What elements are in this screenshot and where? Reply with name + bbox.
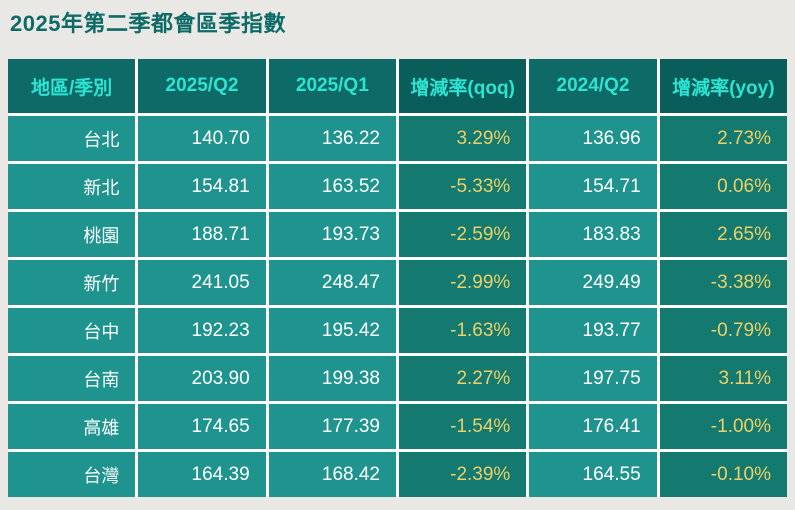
cell-qoq: -1.63% [399,308,527,353]
col-header-2025-q2: 2025/Q2 [138,59,266,113]
cell-2024-q2: 249.49 [529,260,657,305]
cell-yoy: -3.38% [659,260,787,305]
cell-region: 高雄 [8,404,136,449]
cell-region: 台北 [8,116,136,161]
cell-yoy: -1.00% [659,404,787,449]
col-header-yoy: 增減率(yoy) [659,59,787,113]
cell-yoy: 0.06% [659,164,787,209]
cell-region: 台中 [8,308,136,353]
col-header-qoq: 增減率(qoq) [399,59,527,113]
cell-yoy: 3.11% [659,356,787,401]
cell-2025-q2: 164.39 [138,452,266,497]
col-header-region: 地區/季別 [8,59,136,113]
cell-2024-q2: 193.77 [529,308,657,353]
cell-yoy: 2.73% [659,116,787,161]
cell-region: 台灣 [8,452,136,497]
cell-2025-q2: 192.23 [138,308,266,353]
cell-2025-q1: 163.52 [268,164,396,209]
cell-2025-q2: 188.71 [138,212,266,257]
cell-2025-q2: 140.70 [138,116,266,161]
cell-region: 台南 [8,356,136,401]
cell-qoq: -2.39% [399,452,527,497]
cell-2025-q1: 177.39 [268,404,396,449]
cell-region: 桃園 [8,212,136,257]
cell-2025-q1: 195.42 [268,308,396,353]
cell-qoq: -5.33% [399,164,527,209]
cell-2024-q2: 136.96 [529,116,657,161]
cell-2025-q2: 174.65 [138,404,266,449]
cell-2025-q2: 203.90 [138,356,266,401]
cell-qoq: 3.29% [399,116,527,161]
cell-2024-q2: 154.71 [529,164,657,209]
cell-2025-q1: 193.73 [268,212,396,257]
page-title: 2025年第二季都會區季指數 [10,11,286,36]
cell-2024-q2: 176.41 [529,404,657,449]
cell-qoq: -2.59% [399,212,527,257]
cell-2025-q1: 199.38 [268,356,396,401]
cell-qoq: 2.27% [399,356,527,401]
cell-qoq: -1.54% [399,404,527,449]
cell-2024-q2: 164.55 [529,452,657,497]
cell-yoy: 2.65% [659,212,787,257]
cell-2024-q2: 183.83 [529,212,657,257]
cell-2024-q2: 197.75 [529,356,657,401]
col-header-2024-q2: 2024/Q2 [529,59,657,113]
cell-2025-q1: 136.22 [268,116,396,161]
cell-region: 新竹 [8,260,136,305]
cell-yoy: -0.79% [659,308,787,353]
cell-region: 新北 [8,164,136,209]
quarterly-index-table: 地區/季別 2025/Q2 2025/Q1 增減率(qoq) 2024/Q2 增… [8,59,787,497]
cell-2025-q1: 248.47 [268,260,396,305]
col-header-2025-q1: 2025/Q1 [268,59,396,113]
cell-yoy: -0.10% [659,452,787,497]
cell-2025-q1: 168.42 [268,452,396,497]
cell-2025-q2: 241.05 [138,260,266,305]
cell-qoq: -2.99% [399,260,527,305]
cell-2025-q2: 154.81 [138,164,266,209]
